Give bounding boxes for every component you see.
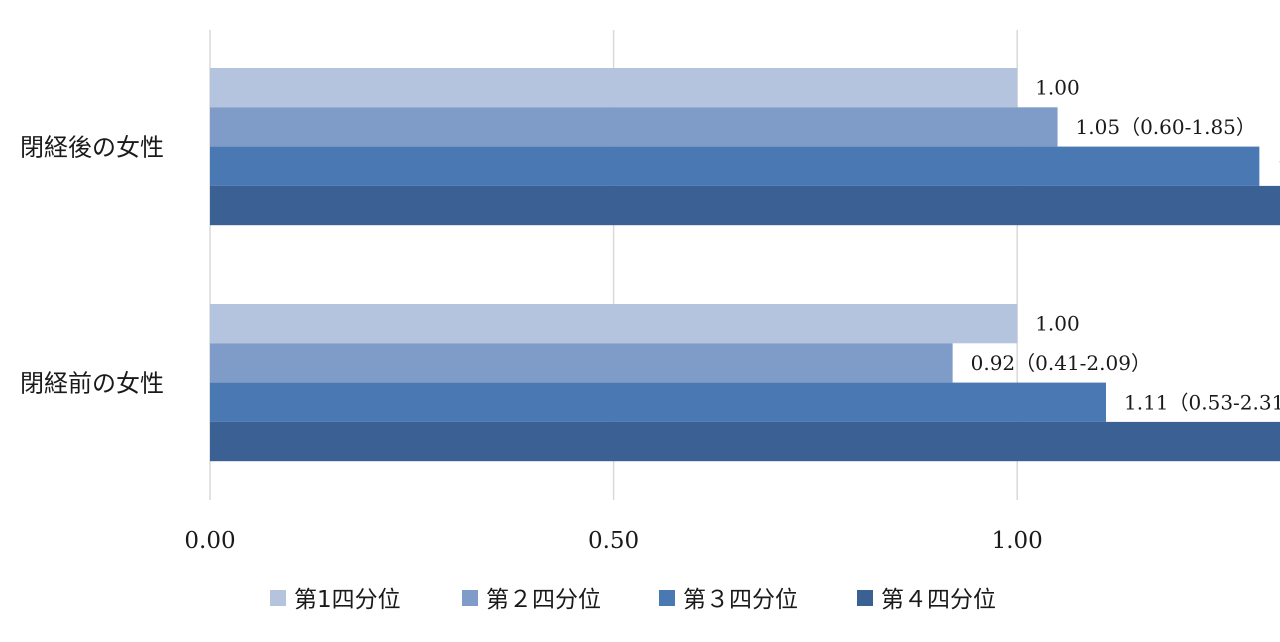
bars (210, 68, 1280, 462)
x-tick-label: 0.50 (588, 528, 639, 554)
legend-label: 第４四分位 (881, 587, 996, 613)
bar (210, 343, 953, 383)
legend-swatch (462, 590, 478, 606)
bar (210, 304, 1018, 344)
bar (210, 382, 1106, 422)
data-label: 1.00 (1035, 76, 1080, 100)
legend-label: 第３四分位 (683, 587, 798, 613)
legend-swatch (270, 590, 286, 606)
x-tick-label: 0.00 (184, 528, 235, 554)
x-tick-label: 1.00 (992, 528, 1043, 554)
data-label: 1.00 (1035, 312, 1080, 336)
bar (210, 421, 1280, 462)
legend-swatch (857, 590, 873, 606)
category-label: 閉経後の女性 (20, 134, 164, 162)
bar (210, 107, 1058, 147)
legend-label: 第1四分位 (294, 587, 401, 613)
bar (210, 185, 1280, 226)
data-label: 0.92（0.41-2.09） (971, 351, 1151, 375)
data-label: 1.30（0.78-2.18） (1277, 154, 1280, 178)
legend-swatch (659, 590, 675, 606)
data-label: 1.11（0.53-2.31） (1124, 390, 1280, 414)
data-label: 1.05（0.60-1.85） (1076, 115, 1256, 139)
category-label: 閉経前の女性 (20, 370, 164, 398)
legend-label: 第２四分位 (486, 587, 601, 613)
legend: 第1四分位 第２四分位 第３四分位 第４四分位 (270, 587, 996, 613)
x-axis-ticks: 0.000.501.001.502.002.50 (184, 528, 1043, 554)
bar (210, 68, 1018, 108)
bar (210, 146, 1260, 186)
data-labels: 1.001.05（0.60-1.85）1.30（0.78-2.18）2.00（1… (971, 76, 1280, 415)
